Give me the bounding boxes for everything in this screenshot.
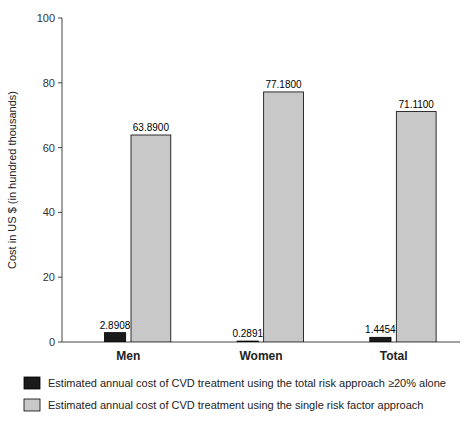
data-label: 0.2891 <box>232 328 263 339</box>
y-tick <box>58 212 62 213</box>
data-label: 63.8900 <box>133 122 170 133</box>
y-tick-label: 80 <box>43 77 55 89</box>
legend-swatch <box>24 377 40 389</box>
data-label: 1.4454 <box>365 324 396 335</box>
legend: Estimated annual cost of CVD treatment u… <box>24 377 446 411</box>
legend-label: Estimated annual cost of CVD treatment u… <box>48 377 446 389</box>
y-axis-line <box>62 18 63 342</box>
legend-label: Estimated annual cost of CVD treatment u… <box>48 399 423 411</box>
data-label: 71.1100 <box>399 99 435 110</box>
y-tick-label: 0 <box>49 336 55 348</box>
bar <box>104 333 125 342</box>
y-tick-label: 60 <box>43 142 55 154</box>
y-tick <box>58 277 62 278</box>
bars <box>104 92 436 342</box>
y-tick <box>58 342 62 343</box>
data-label: 77.1800 <box>265 79 302 90</box>
x-tick-label: Total <box>380 349 408 363</box>
y-tick-label: 40 <box>43 206 55 218</box>
bar <box>396 112 436 342</box>
legend-label-line: Estimated annual cost of CVD treatment u… <box>48 399 423 411</box>
x-tick-label: Women <box>239 349 282 363</box>
y-tick-label: 20 <box>43 271 55 283</box>
legend-label-line: Estimated annual cost of CVD treatment u… <box>48 377 446 389</box>
y-tick-label: 100 <box>37 12 55 24</box>
y-axis-label: Cost in US $ (in hundred thousands) <box>6 91 18 269</box>
bar <box>237 341 258 342</box>
bar <box>370 337 391 342</box>
y-tick <box>58 18 62 19</box>
legend-swatch <box>24 399 40 411</box>
bar <box>131 135 171 342</box>
data-labels: 2.8908 63.8900 0.2891 77.1800 1.4454 71.1100 <box>100 79 435 339</box>
data-label: 2.8908 <box>100 320 131 331</box>
x-tick-label: Men <box>116 349 140 363</box>
y-tick <box>58 147 62 148</box>
chart: Estimated annual cost of CVD treatment u… <box>0 0 474 430</box>
x-axis: Men Women Total <box>62 342 460 363</box>
bar <box>264 92 304 342</box>
y-axis: 0 20 40 60 80 100 <box>37 12 62 348</box>
y-tick <box>58 82 62 83</box>
